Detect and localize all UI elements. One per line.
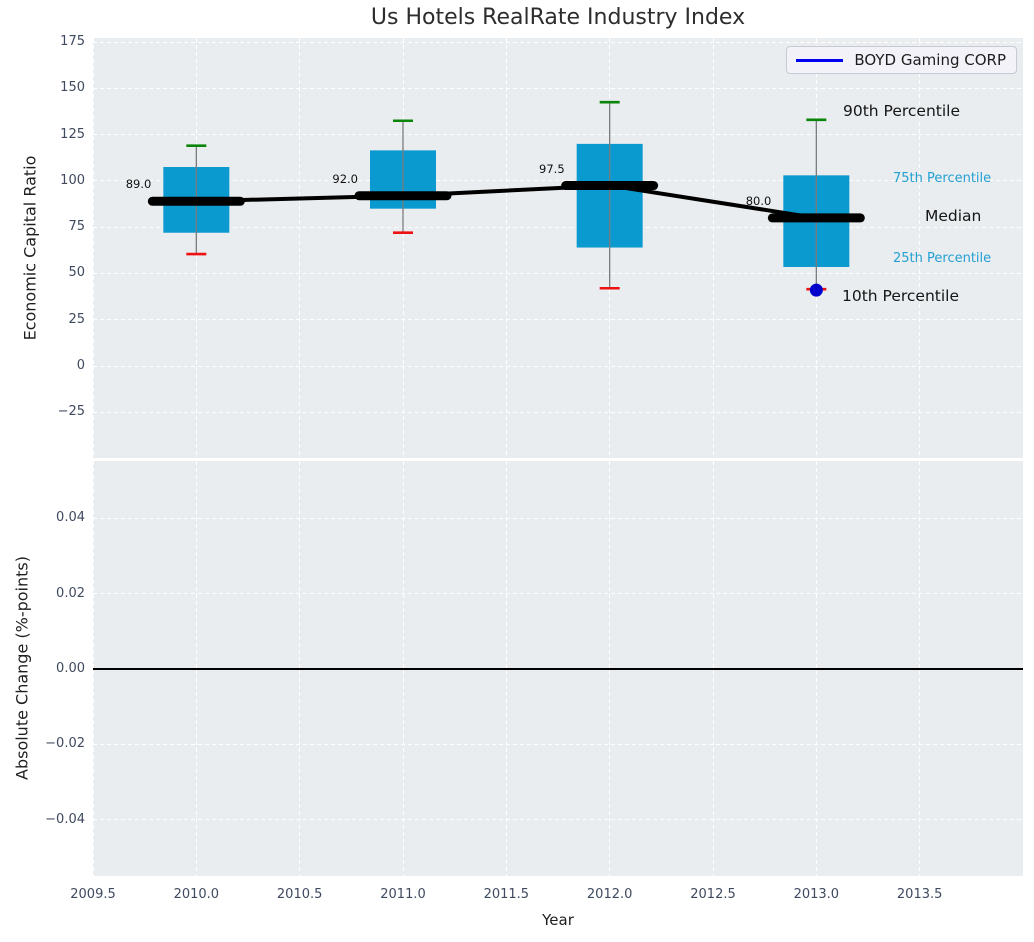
median-value-annotation: 97.5 bbox=[539, 161, 565, 176]
legend-label: BOYD Gaming CORP bbox=[854, 51, 1006, 69]
x-tick-label: 2011.0 bbox=[380, 887, 426, 902]
y-tick-label-bottom: 0.02 bbox=[56, 585, 85, 601]
y-tick-label-top: 25 bbox=[68, 311, 85, 327]
x-tick-label: 2011.5 bbox=[483, 887, 530, 902]
y-tick-label-top: 0 bbox=[76, 358, 85, 373]
annotation-75th-percentile: 75th Percentile bbox=[893, 171, 992, 186]
y-tick-label-bottom: −0.02 bbox=[45, 736, 85, 752]
x-tick-label: 2013.5 bbox=[896, 887, 943, 902]
vertical-gridline bbox=[402, 38, 404, 458]
horizontal-gridline bbox=[93, 134, 1023, 136]
y-tick-label-bottom: −0.04 bbox=[45, 811, 85, 827]
x-tick-label: 2009.5 bbox=[70, 887, 116, 902]
x-tick-label: 2010.0 bbox=[173, 887, 220, 902]
zero-line bbox=[93, 667, 1023, 670]
horizontal-gridline bbox=[93, 226, 1023, 228]
horizontal-gridline bbox=[93, 87, 1023, 89]
vertical-gridline bbox=[93, 38, 94, 458]
horizontal-gridline bbox=[93, 743, 1023, 745]
legend-line-sample bbox=[796, 58, 844, 62]
y-tick-label-bottom: 0.04 bbox=[56, 510, 85, 526]
y-tick-label-top: 175 bbox=[60, 34, 85, 50]
horizontal-gridline bbox=[93, 180, 1023, 182]
x-axis-label: Year bbox=[542, 911, 574, 929]
horizontal-gridline bbox=[93, 319, 1023, 321]
vertical-gridline bbox=[919, 38, 921, 458]
median-value-annotation: 80.0 bbox=[745, 193, 772, 208]
y-tick-label-top: 100 bbox=[60, 172, 85, 188]
horizontal-gridline bbox=[93, 819, 1023, 820]
vertical-gridline bbox=[299, 38, 301, 458]
y-tick-label-top: 125 bbox=[60, 126, 85, 142]
median-value-annotation: 92.0 bbox=[332, 171, 358, 186]
vertical-gridline bbox=[712, 38, 714, 458]
x-tick-label: 2013.0 bbox=[793, 887, 840, 902]
median-value-annotation: 89.0 bbox=[125, 177, 152, 192]
horizontal-gridline bbox=[93, 517, 1023, 519]
chart-title: Us Hotels RealRate Industry Index bbox=[370, 5, 746, 30]
y-tick-label-top: 50 bbox=[68, 265, 85, 281]
horizontal-gridline bbox=[93, 593, 1023, 595]
x-tick-label: 2010.5 bbox=[276, 887, 323, 902]
x-tick-label: 2012.5 bbox=[690, 887, 736, 902]
y-tick-label-top: 150 bbox=[60, 80, 85, 96]
x-tick-label: 2012.0 bbox=[586, 887, 633, 902]
company-data-point bbox=[809, 283, 823, 297]
legend: BOYD Gaming CORP bbox=[786, 46, 1017, 74]
horizontal-gridline bbox=[93, 365, 1023, 367]
annotation-90th-percentile: 90th Percentile bbox=[843, 102, 961, 120]
annotation-25th-percentile: 25th Percentile bbox=[893, 251, 992, 266]
horizontal-gridline bbox=[93, 272, 1023, 274]
horizontal-gridline bbox=[93, 411, 1023, 413]
top-panel: BOYD Gaming CORP 90th Percentile 75th Pe… bbox=[93, 38, 1023, 458]
median-trend-line bbox=[196, 183, 817, 220]
annotation-10th-percentile: 10th Percentile bbox=[842, 287, 960, 305]
annotation-median: Median bbox=[925, 207, 982, 225]
y-tick-label-top: 75 bbox=[68, 219, 85, 235]
bottom-panel bbox=[93, 461, 1023, 876]
horizontal-gridline bbox=[93, 41, 1023, 43]
y-tick-label-top: −25 bbox=[57, 404, 85, 420]
boxplot-layer bbox=[147, 100, 865, 297]
y-tick-label-bottom: 0.00 bbox=[56, 660, 85, 676]
vertical-gridline bbox=[505, 38, 507, 458]
